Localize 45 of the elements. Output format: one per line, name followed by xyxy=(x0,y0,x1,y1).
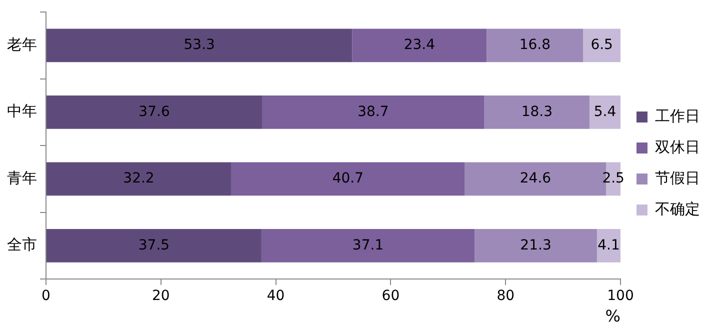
bar xyxy=(583,28,620,62)
data-label: 24.6 xyxy=(520,170,552,187)
legend-label: 工作日 xyxy=(655,106,700,125)
bar xyxy=(46,28,352,62)
data-label: 4.1 xyxy=(598,237,620,254)
data-label: 53.3 xyxy=(184,37,215,54)
bar xyxy=(261,228,475,262)
data-label: 37.6 xyxy=(138,104,170,120)
data-label: 23.4 xyxy=(404,37,436,54)
data-label: 2.5 xyxy=(602,170,624,187)
x-tick-label: 100 xyxy=(607,288,634,304)
data-label: 21.3 xyxy=(520,237,552,254)
x-tick-label: 60 xyxy=(382,288,400,304)
bar xyxy=(46,228,262,262)
bar xyxy=(230,162,465,196)
x-tick-label: 80 xyxy=(496,288,515,304)
y-tick-label: 青年 xyxy=(7,168,37,187)
x-axis-title: % xyxy=(605,306,620,326)
data-label: 37.5 xyxy=(138,237,170,254)
bar xyxy=(486,28,584,62)
bar xyxy=(474,228,597,262)
legend-label: 不确定 xyxy=(655,200,700,218)
bar xyxy=(596,228,620,262)
data-label: 6.5 xyxy=(590,37,613,54)
y-tick-label: 中年 xyxy=(7,102,37,120)
data-label: 37.1 xyxy=(352,237,384,254)
legend-label: 双休日 xyxy=(655,138,700,156)
data-label: 32.2 xyxy=(123,170,154,187)
bar xyxy=(352,28,487,62)
y-tick-label: 老年 xyxy=(7,35,37,54)
bar xyxy=(46,162,231,196)
data-label: 18.3 xyxy=(521,104,552,120)
bar xyxy=(46,95,262,129)
legend-label: 节假日 xyxy=(655,168,700,187)
bar xyxy=(589,95,620,129)
data-label: 40.7 xyxy=(332,170,364,187)
x-tick-label: 40 xyxy=(266,288,285,304)
data-label: 5.4 xyxy=(594,104,616,120)
bar xyxy=(262,95,484,129)
x-tick-label: 20 xyxy=(152,288,170,304)
data-label: 38.7 xyxy=(358,104,389,120)
bar xyxy=(484,95,590,129)
x-tick-label: 0 xyxy=(42,288,50,304)
y-tick-label: 全市 xyxy=(7,236,37,254)
data-label: 16.8 xyxy=(519,37,550,54)
